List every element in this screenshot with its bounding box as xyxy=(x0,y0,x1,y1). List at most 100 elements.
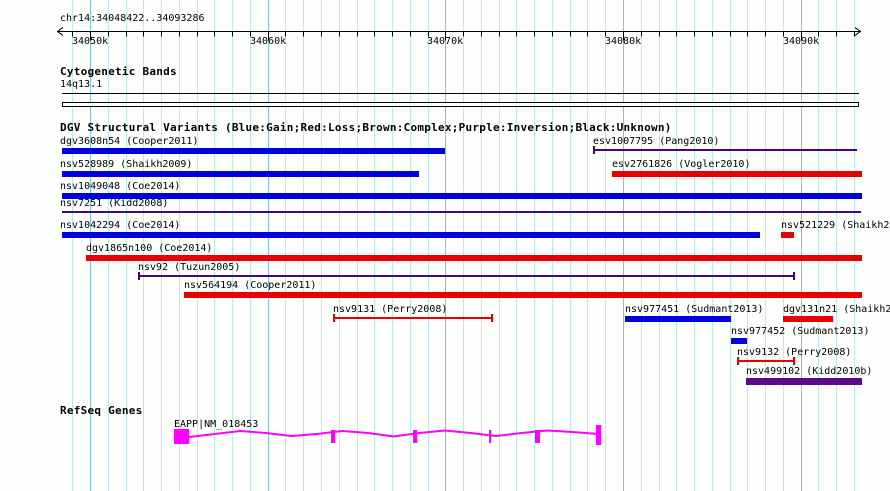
gridline-minor xyxy=(765,0,766,491)
variant-label[interactable]: nsv977452 (Sudmant2013) xyxy=(731,326,870,337)
gridline-minor xyxy=(534,0,535,491)
gridline-minor xyxy=(108,0,109,491)
gridline-minor xyxy=(587,0,588,491)
variant-label[interactable]: esv2761826 (Vogler2010) xyxy=(612,159,751,170)
cytoband-label[interactable]: 14q13.1 xyxy=(60,79,103,90)
variant-bar[interactable] xyxy=(62,232,760,238)
gene-start-exon-box[interactable] xyxy=(174,429,189,444)
gridline-minor xyxy=(321,0,322,491)
gridline-minor xyxy=(410,0,411,491)
gridline-minor xyxy=(747,0,748,491)
variant-bar[interactable] xyxy=(783,316,833,322)
gridline-minor xyxy=(783,0,784,491)
gridline-minor xyxy=(854,0,855,491)
gridline-minor xyxy=(552,0,553,491)
variant-span-end-tick xyxy=(138,272,140,280)
variant-label[interactable]: nsv1049048 (Coe2014) xyxy=(60,181,181,192)
gridline-minor xyxy=(428,0,429,491)
variant-label[interactable]: nsv92 (Tuzun2005) xyxy=(138,262,241,273)
variant-bar[interactable] xyxy=(781,232,794,238)
variant-label[interactable]: esv1007795 (Pang2010) xyxy=(593,136,720,147)
ruler-tick-label: 34060k xyxy=(250,36,287,47)
gridline-major xyxy=(268,0,269,491)
gridline-minor xyxy=(214,0,215,491)
ruler-tick-label: 34050k xyxy=(72,36,109,47)
variant-label[interactable]: dgv131n21 (Shaikh2009) xyxy=(783,304,890,315)
gridline-minor xyxy=(392,0,393,491)
gene-exon-mark[interactable] xyxy=(413,430,417,443)
variant-label[interactable]: nsv521229 (Shaikh2009) xyxy=(781,220,890,231)
variant-label[interactable]: dgv3608n54 (Cooper2011) xyxy=(60,136,199,147)
ruler-tick-label: 34080k xyxy=(605,36,642,47)
gridline-major xyxy=(90,0,91,491)
variant-span-end-tick xyxy=(333,314,335,322)
variant-bar[interactable] xyxy=(62,171,419,177)
variant-span-end-tick xyxy=(593,146,595,154)
variant-span-line[interactable] xyxy=(62,211,861,213)
variant-bar[interactable] xyxy=(746,378,862,385)
gridline-minor xyxy=(197,0,198,491)
gridline-minor xyxy=(126,0,127,491)
gene-exon-mark[interactable] xyxy=(331,430,335,443)
variant-label[interactable]: nsv564194 (Cooper2011) xyxy=(184,280,317,291)
gridline-minor xyxy=(694,0,695,491)
cytoband-topline xyxy=(62,93,859,94)
variant-label[interactable]: nsv528989 (Shaikh2009) xyxy=(60,159,193,170)
gridline-minor xyxy=(285,0,286,491)
gridline-minor xyxy=(570,0,571,491)
variant-bar[interactable] xyxy=(62,193,862,199)
variant-span-line[interactable] xyxy=(333,317,492,319)
dgv-header: DGV Structural Variants (Blue:Gain;Red:L… xyxy=(60,121,672,134)
variant-label[interactable]: dgv1865n100 (Coe2014) xyxy=(86,243,213,254)
ruler-axis xyxy=(56,27,862,41)
gridline-minor xyxy=(836,0,837,491)
ruler-tick-label: 34070k xyxy=(427,36,464,47)
gene-label[interactable]: EAPP|NM_018453 xyxy=(174,419,259,430)
gridline-minor xyxy=(516,0,517,491)
gridline-minor xyxy=(463,0,464,491)
gridline-minor xyxy=(499,0,500,491)
variant-label[interactable]: nsv1042294 (Coe2014) xyxy=(60,220,181,231)
gridline-minor xyxy=(161,0,162,491)
gridline-minor xyxy=(179,0,180,491)
gridline-minor xyxy=(72,0,73,491)
gridline-minor xyxy=(659,0,660,491)
variant-label[interactable]: nsv499102 (Kidd2010b) xyxy=(746,366,873,377)
gridline-minor xyxy=(303,0,304,491)
region-title: chr14:34048422..34093286 xyxy=(60,13,205,24)
gridline-minor xyxy=(676,0,677,491)
variant-bar[interactable] xyxy=(184,292,862,298)
cytoband-box[interactable] xyxy=(62,102,859,107)
variant-span-line[interactable] xyxy=(138,275,794,277)
variant-span-line[interactable] xyxy=(737,360,794,362)
gridline-minor xyxy=(339,0,340,491)
gridline-minor xyxy=(712,0,713,491)
cytobands-header: Cytogenetic Bands xyxy=(60,65,177,78)
variant-bar[interactable] xyxy=(612,171,862,177)
ruler-tick-label: 34090k xyxy=(783,36,820,47)
gridline-minor xyxy=(730,0,731,491)
gridline-minor xyxy=(818,0,819,491)
gene-exon-mark[interactable] xyxy=(489,430,491,443)
variant-bar[interactable] xyxy=(625,316,731,322)
gridline-major xyxy=(801,0,802,491)
variant-span-line[interactable] xyxy=(593,149,857,151)
variant-label[interactable]: nsv977451 (Sudmant2013) xyxy=(625,304,764,315)
variant-span-end-tick xyxy=(737,357,739,365)
variant-label[interactable]: nsv7251 (Kidd2008) xyxy=(60,198,169,209)
variant-bar[interactable] xyxy=(731,338,747,344)
gridline-minor xyxy=(481,0,482,491)
variant-bar[interactable] xyxy=(86,255,862,261)
variant-label[interactable]: nsv9132 (Perry2008) xyxy=(737,347,852,358)
gridline-minor xyxy=(374,0,375,491)
gene-end-exon-mark[interactable] xyxy=(596,425,601,445)
variant-bar[interactable] xyxy=(62,148,445,154)
variant-span-end-tick xyxy=(491,314,493,322)
gridline-minor xyxy=(232,0,233,491)
variant-label[interactable]: nsv9131 (Perry2008) xyxy=(333,304,448,315)
variant-span-end-tick xyxy=(793,272,795,280)
gene-exon-mark[interactable] xyxy=(535,430,540,443)
gridline-major xyxy=(445,0,446,491)
